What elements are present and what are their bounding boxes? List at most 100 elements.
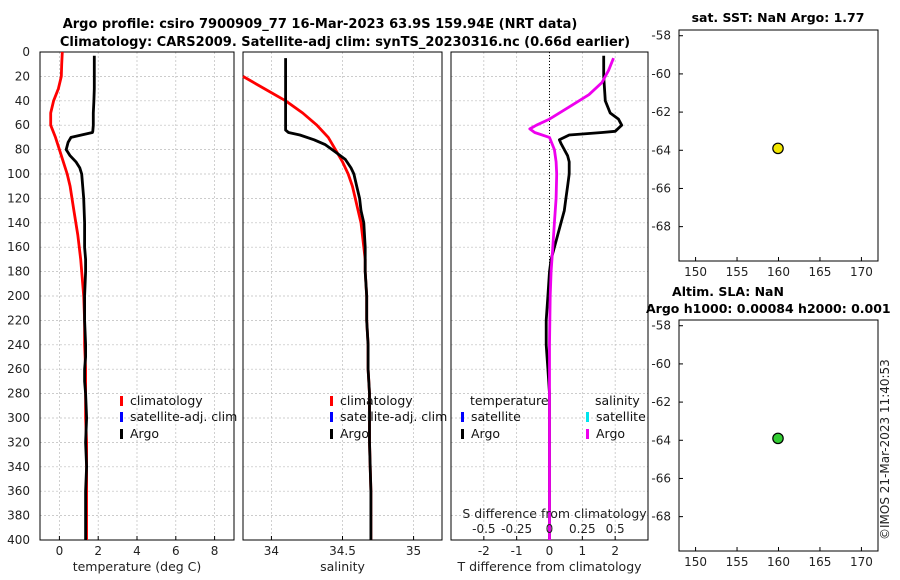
- depth-tick-label: 0: [22, 45, 30, 59]
- map-lon-tick-label: 165: [809, 555, 832, 569]
- figure-title-line2: Climatology: CARS2009. Satellite-adj cli…: [60, 35, 630, 50]
- x-tick-label: 8: [211, 544, 219, 558]
- x-tick-label: 2: [611, 544, 619, 558]
- map-lon-tick-label: 155: [726, 265, 749, 279]
- salinity-diff-tick-label: 0: [546, 522, 554, 536]
- legend-temp-satellite-swatch: [461, 412, 464, 422]
- depth-tick-label: 60: [15, 118, 30, 132]
- legend-climatology-swatch: [120, 396, 123, 406]
- x-tick-label: 6: [172, 544, 180, 558]
- legend-temp-satellite-label: satellite: [471, 409, 521, 424]
- x-tick-label: 0: [56, 544, 64, 558]
- map-lat-tick-label: -58: [651, 29, 671, 43]
- x-tick-label: 4: [133, 544, 141, 558]
- difference-panel: -2 -1 0 1 2T difference from climatology S di…: [450, 51, 649, 574]
- series-line-argo: [284, 58, 373, 540]
- map-lat-tick-label: -60: [651, 357, 671, 371]
- sla-map-title: Altim. SLA: NaN: [672, 284, 784, 299]
- map-lat-tick-label: -64: [651, 143, 671, 157]
- depth-tick-label: 100: [7, 167, 30, 181]
- map-lon-tick-label: 155: [726, 555, 749, 569]
- depth-tick-label: 220: [7, 313, 30, 327]
- sst-map-title: sat. SST: NaN Argo: 1.77: [692, 10, 865, 25]
- salinity-diff-axis-label: S difference from climatology: [462, 506, 647, 521]
- salinity-diff-tick-label: 0.25: [569, 522, 596, 536]
- x-tick-label: 2: [94, 544, 102, 558]
- map-lat-tick-label: -68: [651, 220, 671, 234]
- map-lat-tick-label: -66: [651, 471, 671, 485]
- depth-tick-label: 320: [7, 435, 30, 449]
- x-tick-label: 34.5: [329, 544, 356, 558]
- depth-tick-label: 120: [7, 191, 30, 205]
- legend-argo-label: Argo: [340, 426, 369, 441]
- map-lat-tick-label: -64: [651, 433, 671, 447]
- map-lat-tick-label: -62: [651, 395, 671, 409]
- map-lon-tick-label: 165: [809, 265, 832, 279]
- map-lat-tick-label: -62: [651, 105, 671, 119]
- x-tick-label: 0: [546, 544, 554, 558]
- salinity-diff-tick-label: 0.5: [606, 522, 625, 536]
- difference-xlabel: T difference from climatology: [456, 559, 642, 574]
- legend-argo-swatch: [330, 429, 333, 439]
- x-tick-label: 35: [406, 544, 421, 558]
- figure-title-line1: Argo profile: csiro 7900909_77 16-Mar-20…: [63, 17, 578, 32]
- legend-satellite-adj-label: satellite-adj. clim: [340, 409, 447, 424]
- legend-temp-argo-swatch: [461, 429, 464, 439]
- depth-tick-label: 140: [7, 216, 30, 230]
- map-lat-tick-label: -68: [651, 510, 671, 524]
- legend-climatology-label: climatology: [130, 393, 203, 408]
- depth-tick-label: 40: [15, 94, 30, 108]
- legend-climatology-label: climatology: [340, 393, 413, 408]
- legend-sal-satellite-swatch: [586, 412, 589, 422]
- legend-sal-argo-swatch: [586, 429, 589, 439]
- depth-tick-label: 80: [15, 143, 30, 157]
- map-lon-tick-label: 150: [684, 265, 707, 279]
- depth-tick-label: 260: [7, 362, 30, 376]
- legend-sal-satellite-label: satellite: [596, 409, 646, 424]
- legend-climatology-swatch: [330, 396, 333, 406]
- depth-tick-label: 380: [7, 509, 30, 523]
- map-lon-tick-label: 160: [767, 555, 790, 569]
- legend-salinity-heading: salinity: [595, 393, 640, 408]
- sst_map-panel: -58 -60 -62 -64 -66 -68 150 155 160 165 170: [651, 29, 879, 279]
- legend-satellite-adj-swatch: [330, 412, 333, 422]
- depth-tick-label: 360: [7, 484, 30, 498]
- series-line-temperature-argo: [544, 55, 624, 540]
- legend-argo-swatch: [120, 429, 123, 439]
- depth-tick-label: 180: [7, 265, 30, 279]
- depth-tick-label: 340: [7, 460, 30, 474]
- x-tick-label: -2: [478, 544, 490, 558]
- temperature-panel: 0 2 4 6 8 temperature (deg C) 0 20 40 60 80 100 120 1…: [7, 45, 235, 574]
- legend-temp-argo-label: Argo: [471, 426, 500, 441]
- temperature-xlabel: temperature (deg C): [73, 559, 202, 574]
- legend-argo-label: Argo: [130, 426, 159, 441]
- depth-tick-label: 300: [7, 411, 30, 425]
- series-line-salinity-argo: [528, 57, 615, 540]
- series-line-climatology: [242, 75, 373, 540]
- legend-sal-argo-label: Argo: [596, 426, 625, 441]
- sla-map-subtitle: Argo h1000: 0.00084 h2000: 0.001: [646, 301, 891, 316]
- argo-location-marker: [772, 432, 784, 445]
- map-lon-tick-label: 170: [850, 555, 873, 569]
- x-tick-label: 1: [579, 544, 587, 558]
- depth-tick-label: 280: [7, 387, 30, 401]
- map-lon-tick-label: 150: [684, 555, 707, 569]
- map-lon-tick-label: 160: [767, 265, 790, 279]
- sla_map-panel: -58 -60 -62 -64 -66 -68 150 155 160 165 170: [651, 319, 879, 569]
- map-lon-tick-label: 170: [850, 265, 873, 279]
- legend-satellite-adj-label: satellite-adj. clim: [130, 409, 237, 424]
- salinity-diff-tick-label: -0.25: [501, 522, 532, 536]
- depth-tick-label: 160: [7, 240, 30, 254]
- depth-tick-label: 20: [15, 69, 30, 83]
- x-tick-label: 34: [264, 544, 279, 558]
- map-lat-tick-label: -60: [651, 67, 671, 81]
- legend-temperature-heading: temperature: [470, 393, 549, 408]
- depth-tick-label: 240: [7, 338, 30, 352]
- map-lat-tick-label: -66: [651, 181, 671, 195]
- salinity-xlabel: salinity: [320, 559, 365, 574]
- legend-difference: temperaturesatelliteArgosalinitysatellit…: [461, 393, 646, 441]
